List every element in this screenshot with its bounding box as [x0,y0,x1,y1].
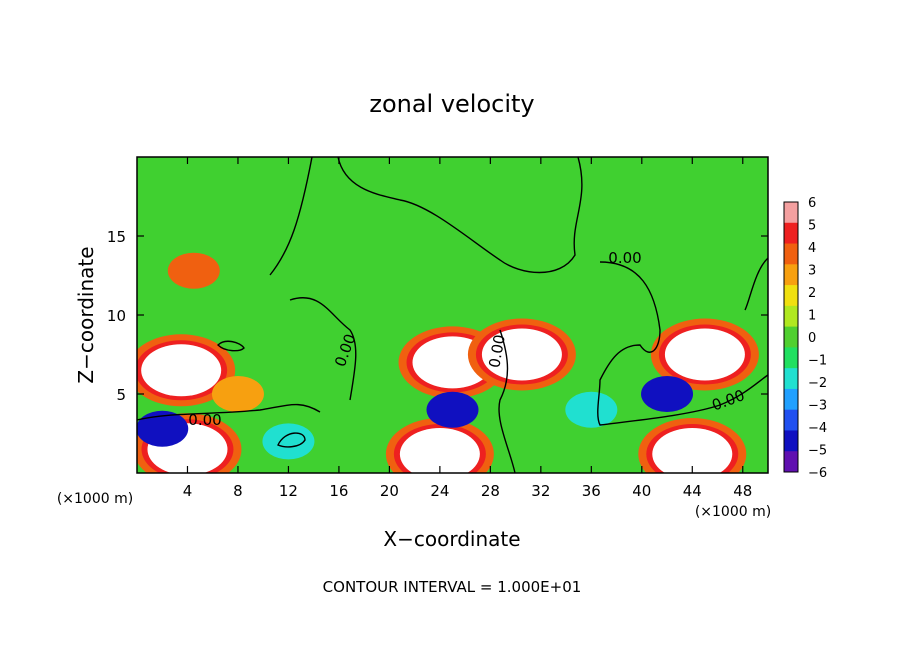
velocity-blob [167,252,220,289]
velocity-blob [664,328,745,381]
colorbar-tick-label: 2 [808,286,816,301]
colorbar-swatch [784,305,798,328]
x-axis: 4 8 12 16 20 24 28 32 36 40 44 48 [183,157,752,500]
y-unit-label: (×1000 m) [57,491,133,507]
x-axis-label: X−coordinate [383,527,520,551]
colorbar-swatch [784,409,798,431]
contour-line [217,340,245,352]
colorbar-swatch [784,285,798,307]
colorbar-tick-label: −3 [808,399,827,414]
y-tick-label: 10 [107,307,126,325]
contour-line [597,261,768,426]
velocity-blob [262,423,315,460]
velocity-blob [141,344,222,397]
colorbar-tick-label: −4 [808,421,827,436]
colorbar-tick-label: −6 [808,466,827,481]
x-tick-label: 20 [380,482,399,500]
velocity-blob [137,410,189,447]
y-tick-label: 5 [116,386,126,404]
contour-line [277,432,306,448]
colorbar-frame [783,201,799,473]
x-unit-label: (×1000 m) [695,504,771,520]
y-tick-label: 15 [107,228,126,246]
colorbar-tick-label: 3 [808,264,816,279]
colorbar-swatch [784,264,798,286]
x-tick-label: 8 [233,482,243,500]
x-tick-label: 40 [632,482,651,500]
contour-line [498,329,516,473]
colorbar-swatch [784,430,798,452]
colorbar-swatch [784,347,798,369]
colorbar-swatch [784,243,798,265]
colorbar-swatch [784,202,798,224]
velocity-blob [652,428,733,473]
velocity-blob [641,376,694,412]
contour-line [289,297,357,401]
colorbar-tick-label: 1 [808,309,816,324]
velocity-field [137,252,759,473]
y-axis: 5 10 15 [107,228,768,404]
colorbar-tick-label: 6 [808,196,816,211]
colorbar-swatch [784,222,798,245]
colorbar-tick-label: 5 [808,219,816,234]
x-tick-label: 16 [329,482,348,500]
colorbar-swatch [784,326,798,348]
contour-line [269,157,313,276]
contour-label: 0.00 [485,333,509,369]
contour-line [137,403,321,421]
colorbar-tick-label: −1 [808,354,827,369]
y-axis-label: Z−coordinate [74,246,98,383]
velocity-blob [565,391,618,428]
colorbar-tick-label: −5 [808,444,827,459]
contour-interval-note: CONTOUR INTERVAL = 1.000E+01 [323,578,582,596]
velocity-blob [426,391,479,428]
velocity-blob [399,428,480,473]
contour-line [744,257,768,311]
colorbar-swatch [784,368,798,390]
chart-title: zonal velocity [369,90,534,118]
colorbar-tick-label: −2 [808,376,827,391]
x-tick-label: 24 [430,482,449,500]
contour-line [337,157,583,274]
colorbar-tick-label: 0 [808,331,816,346]
contour-label: 0.00 [608,249,641,267]
contour-label: 0.00 [188,411,221,429]
x-tick-label: 44 [683,482,702,500]
velocity-blob [481,328,562,381]
x-tick-label: 32 [531,482,550,500]
x-tick-label: 12 [279,482,298,500]
x-tick-label: 36 [582,482,601,500]
x-tick-label: 28 [481,482,500,500]
contour-labels: 0.000.000.000.00 0.00 [188,249,747,429]
x-tick-label: 48 [733,482,752,500]
plot-area [137,157,768,473]
x-tick-label: 4 [183,482,193,500]
contour-lines [137,157,768,473]
colorbar-tick-label: 4 [808,241,816,256]
colorbar: 6 5 4 3 2 1 0 −1 −2 −3 −4 −5 −6 [783,196,827,481]
velocity-blob [211,376,264,412]
colorbar-swatch [784,388,798,411]
colorbar-swatch [784,451,798,473]
